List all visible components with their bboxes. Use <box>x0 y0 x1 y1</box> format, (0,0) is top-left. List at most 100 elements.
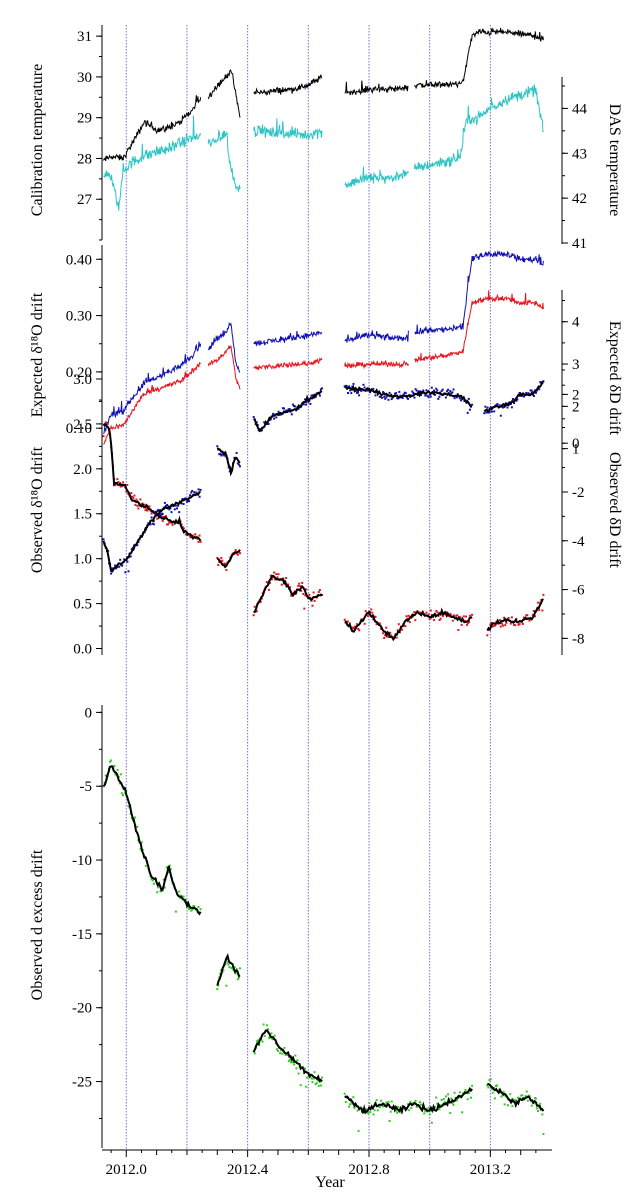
data-point <box>397 1105 400 1108</box>
data-point <box>462 615 465 618</box>
data-point <box>486 406 489 409</box>
data-point <box>239 465 241 468</box>
data-point <box>360 389 363 392</box>
data-point <box>439 617 442 620</box>
data-point <box>371 611 374 614</box>
series-line-red <box>103 361 201 445</box>
data-point <box>224 563 227 565</box>
data-point <box>468 620 471 623</box>
data-point <box>297 584 300 587</box>
data-point <box>499 414 502 417</box>
data-point <box>415 389 418 392</box>
data-point <box>530 389 533 392</box>
data-point <box>364 610 367 613</box>
data-point <box>405 396 408 399</box>
data-point <box>467 1092 470 1095</box>
running-mean-line <box>486 598 544 632</box>
x-tick-label: 2012.0 <box>106 1162 147 1178</box>
series-line-blue <box>103 341 202 435</box>
data-point <box>269 574 272 577</box>
data-point <box>132 497 135 500</box>
data-point <box>310 1077 313 1080</box>
data-point <box>383 637 386 639</box>
data-point <box>373 1109 376 1112</box>
data-point <box>444 396 447 399</box>
data-point <box>349 389 352 392</box>
data-point <box>384 397 387 400</box>
series-line-blue <box>414 249 544 336</box>
data-point <box>199 908 202 911</box>
data-point <box>228 966 231 969</box>
data-point <box>223 454 226 457</box>
data-point <box>292 1061 295 1064</box>
data-point <box>414 619 417 622</box>
panel-observed-drift: 0.0 0.5 1.0 1.5 2.0 2.5 3.0 Observed δ¹⁸O drift… <box>29 365 623 658</box>
data-point <box>103 422 106 425</box>
data-point <box>122 481 124 484</box>
series-line-red <box>207 345 241 390</box>
data-point <box>261 1040 264 1043</box>
data-point <box>348 622 351 625</box>
data-point <box>280 1049 283 1052</box>
data-point <box>270 1032 273 1035</box>
data-point <box>119 558 122 561</box>
data-point <box>139 498 142 501</box>
data-point <box>348 1105 350 1108</box>
series-blue <box>103 249 544 435</box>
data-point <box>275 416 278 419</box>
y-tick-label: 28 <box>77 151 92 167</box>
data-point <box>537 1110 539 1112</box>
running-mean-line <box>102 491 201 573</box>
data-point <box>380 1099 382 1102</box>
data-point <box>433 389 435 392</box>
data-point <box>490 621 493 624</box>
data-point <box>319 388 322 391</box>
data-point <box>506 406 509 409</box>
data-point <box>127 570 130 573</box>
data-point <box>303 607 306 610</box>
data-point <box>527 392 530 395</box>
data-point <box>426 394 429 397</box>
data-point <box>150 516 153 519</box>
data-point <box>466 1098 469 1101</box>
data-point <box>302 593 305 595</box>
data-point <box>147 522 150 525</box>
data-point <box>115 567 118 570</box>
data-point <box>424 394 427 397</box>
data-point <box>219 452 222 455</box>
data-point <box>427 396 430 399</box>
data-point <box>261 429 263 432</box>
y-tick-label: 0.10 <box>66 421 92 437</box>
data-point <box>434 1105 437 1108</box>
data-point <box>344 1101 347 1103</box>
y-tick-label: -2 <box>572 485 585 501</box>
data-point <box>120 792 123 795</box>
y-tick-label: 41 <box>572 236 587 252</box>
data-point <box>225 569 228 571</box>
data-point <box>321 387 323 390</box>
data-point <box>216 556 219 559</box>
data-point <box>253 1052 256 1055</box>
data-point <box>491 1091 494 1094</box>
data-point <box>161 513 164 516</box>
running-mean-line <box>483 381 544 414</box>
data-point <box>158 514 161 517</box>
data-point <box>399 394 402 397</box>
data-point <box>521 1094 524 1097</box>
data-point <box>465 615 468 618</box>
running-mean-line <box>252 1029 323 1083</box>
data-point <box>117 481 120 483</box>
data-point <box>346 620 349 623</box>
data-point <box>317 591 320 593</box>
data-point <box>304 398 306 401</box>
data-point <box>283 1046 286 1049</box>
data-point <box>156 510 159 513</box>
data-point <box>501 1094 504 1097</box>
data-point <box>396 629 399 632</box>
data-point <box>161 519 164 522</box>
data-point <box>498 619 501 621</box>
data-point <box>149 523 152 526</box>
data-point <box>114 564 117 567</box>
data-point <box>348 385 351 388</box>
data-point <box>542 593 545 596</box>
